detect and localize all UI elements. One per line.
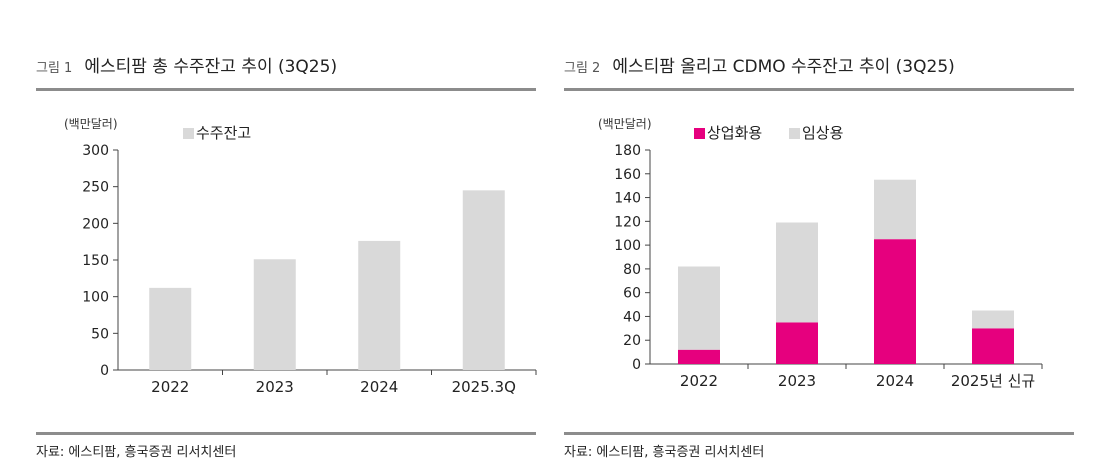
chart2-legend-swatch-1: [789, 128, 800, 139]
chart1-y-tick-label: 250: [82, 180, 109, 196]
chart1-x-tick-label: 2022: [151, 378, 189, 396]
chart2-legend-label-1: 임상용: [802, 124, 843, 142]
chart1-bar-수주잔고-2025.3Q: [462, 190, 505, 370]
chart2-y-tick-label: 60: [623, 286, 641, 302]
chart2-y-tick-label: 100: [614, 238, 641, 254]
chart1-y-tick-label: 100: [82, 290, 109, 306]
chart2-x-tick-label: 2025년 신규: [951, 372, 1035, 390]
figure-1-top-rule: [36, 88, 536, 91]
figure-2-header: 그림 2 에스티팜 올리고 CDMO 수주잔고 추이 (3Q25): [564, 52, 1074, 82]
chart1-y-tick-label: 50: [91, 326, 109, 342]
chart1-y-tick-label: 300: [82, 143, 109, 159]
figure-2-bottom-rule: [564, 432, 1074, 435]
chart1-y-tick-label: 200: [82, 216, 109, 232]
chart1-x-tick-label: 2023: [256, 378, 294, 396]
chart2-y-tick-label: 180: [614, 143, 641, 159]
figure-1-bottom-rule: [36, 432, 536, 435]
figure-2-source: 자료: 에스티팜, 흥국증권 리서치센터: [564, 445, 765, 460]
chart2-bar-임상용-2023: [776, 222, 818, 323]
figure-2-panel: 그림 2 에스티팜 올리고 CDMO 수주잔고 추이 (3Q25) (백만달러)…: [564, 0, 1074, 473]
chart2-bar-임상용-2024: [874, 179, 916, 240]
figure-2-title: 에스티팜 올리고 CDMO 수주잔고 추이 (3Q25): [612, 57, 955, 77]
chart1-bar-수주잔고-2023: [253, 259, 296, 370]
chart2-bar-상업화용-2023: [776, 322, 818, 364]
chart1-legend-label-0: 수주잔고: [196, 124, 251, 142]
chart2-bar-상업화용-2022: [678, 349, 720, 364]
chart2-bar-임상용-2022: [678, 266, 720, 350]
chart2-y-tick-label: 20: [623, 333, 641, 349]
chart2-x-tick-label: 2024: [876, 372, 914, 390]
figure-1-header: 그림 1 에스티팜 총 수주잔고 추이 (3Q25): [36, 52, 536, 82]
chart2-y-tick-label: 80: [623, 262, 641, 278]
chart1-y-tick-label: 0: [100, 363, 109, 379]
chart1-x-tick-label: 2024: [360, 378, 398, 396]
chart2-x-tick-label: 2022: [680, 372, 718, 390]
chart2-legend-label-0: 상업화용: [707, 124, 762, 142]
chart2-legend-swatch-0: [694, 128, 705, 139]
chart2-y-tick-label: 40: [623, 309, 641, 325]
chart1-y-tick-label: 150: [82, 253, 109, 269]
figure-2-chart: (백만달러) 상업화용 임상용 0 20 40 60 80 100 120 140 160 180 202…: [598, 117, 1043, 390]
chart2-x-tick-label: 2023: [778, 372, 816, 390]
chart2-y-tick-label: 0: [632, 357, 641, 373]
figure-1-panel: 그림 1 에스티팜 총 수주잔고 추이 (3Q25) (백만달러) 수주잔고 0 50…: [36, 0, 537, 473]
figure-1-label: 그림 1: [36, 61, 73, 76]
chart1-legend-swatch-0: [183, 128, 194, 139]
chart1-x-tick-label: 2025.3Q: [452, 378, 516, 396]
chart2-y-tick-label: 140: [614, 191, 641, 207]
chart2-bar-상업화용-2025년 신규: [972, 328, 1014, 364]
figure-2-top-rule: [564, 88, 1074, 91]
chart1-bar-수주잔고-2022: [149, 287, 192, 370]
chart2-bar-상업화용-2024: [874, 239, 916, 364]
chart2-unit-label: (백만달러): [598, 117, 652, 131]
chart2-y-tick-label: 160: [614, 167, 641, 183]
chart1-unit-label: (백만달러): [64, 117, 118, 131]
figure-1-title: 에스티팜 총 수주잔고 추이 (3Q25): [84, 57, 338, 77]
chart2-bar-임상용-2025년 신규: [972, 310, 1014, 329]
figure-2-label: 그림 2: [564, 61, 601, 76]
figure-1-source: 자료: 에스티팜, 흥국증권 리서치센터: [36, 445, 237, 460]
chart1-bar-수주잔고-2024: [358, 240, 401, 370]
figure-1-chart: (백만달러) 수주잔고 0 50 100 150 200 250 300 2022 2023 2024…: [64, 117, 537, 396]
chart2-y-tick-label: 120: [614, 214, 641, 230]
